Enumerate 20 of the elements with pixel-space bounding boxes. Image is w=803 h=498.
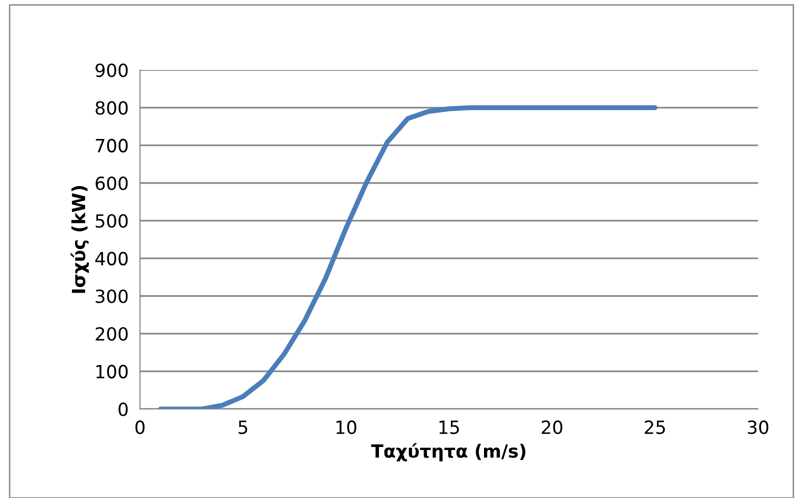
y-tick-label: 200 bbox=[96, 327, 128, 341]
y-tick-label: 900 bbox=[96, 63, 128, 78]
x-tick-label: 10 bbox=[336, 420, 356, 434]
x-axis-title: Ταχύτητα (m/s) bbox=[371, 443, 526, 462]
x-tick-label: 15 bbox=[439, 420, 459, 434]
y-tick-label: 300 bbox=[96, 289, 128, 304]
x-tick-label: 5 bbox=[238, 420, 248, 434]
y-tick-label: 600 bbox=[96, 176, 128, 190]
x-tick-label: 20 bbox=[542, 420, 562, 434]
line-series bbox=[158, 105, 658, 409]
x-tick-label: 30 bbox=[748, 420, 768, 434]
x-tick-label: 25 bbox=[644, 420, 665, 434]
y-tick-label: 500 bbox=[96, 214, 128, 228]
y-tick-label: 100 bbox=[96, 364, 128, 378]
y-tick-label: 0 bbox=[118, 402, 128, 416]
y-axis-title: Ισχύς (kW) bbox=[70, 186, 89, 293]
y-tick-label: 700 bbox=[96, 138, 128, 152]
y-tick-label: 400 bbox=[95, 252, 128, 266]
x-tick-label: 0 bbox=[135, 420, 145, 434]
y-tick-label: 800 bbox=[96, 101, 128, 115]
